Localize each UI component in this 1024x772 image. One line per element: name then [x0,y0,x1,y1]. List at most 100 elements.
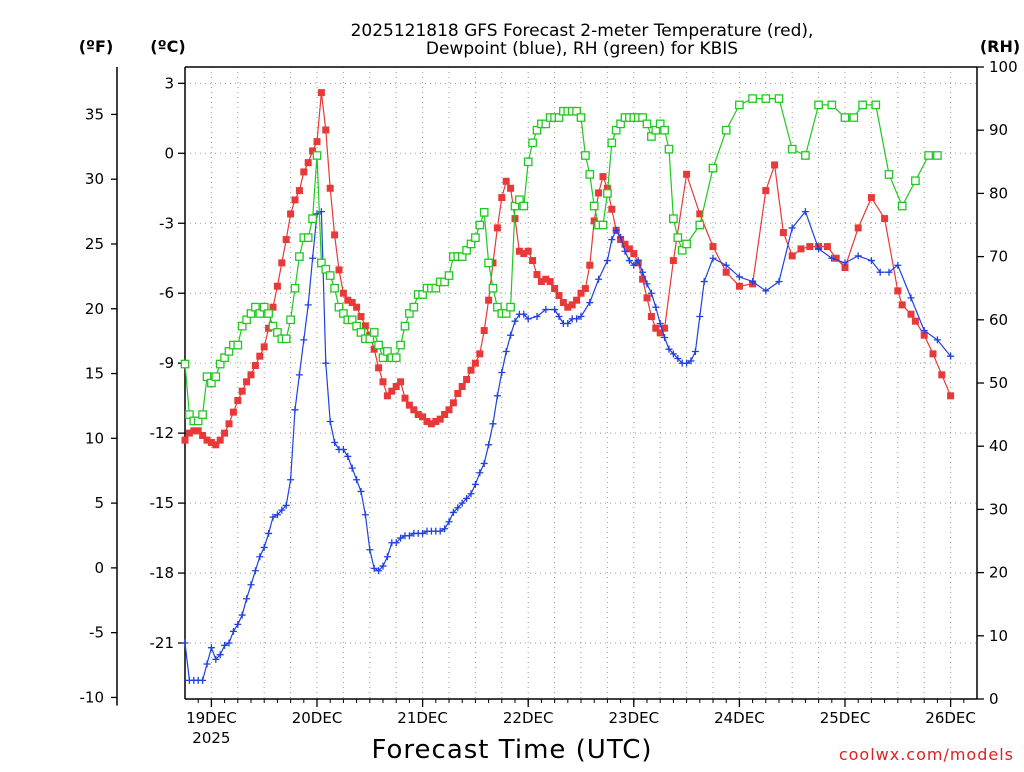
dewpoint-point [216,651,224,659]
dewpoint-point [436,527,444,535]
temperature-point [331,231,339,239]
dewpoint-point [269,513,277,521]
dewpoint-point [476,469,484,477]
rh-point [761,94,771,103]
fahrenheit-tick-label: -5 [89,624,104,642]
temperature-point [533,271,541,279]
temperature-point [520,250,528,258]
fahrenheit-tick-label: 20 [85,300,104,318]
temperature-point [881,215,889,223]
temperature-point [621,240,629,248]
celsius-tick-label: 3 [164,74,174,92]
temperature-point [383,392,391,400]
celsius-tick-label: -3 [159,214,174,232]
rh-point [273,328,282,337]
rh-point [356,328,366,337]
temperature-point [779,229,787,237]
temperature-point [537,278,545,286]
rh-point [369,328,379,337]
dewpoint-point [480,459,488,467]
rh-point [444,271,454,280]
chart-title-line2: Dewpoint (blue), RH (green) for KBIS [426,39,738,59]
temperature-point [599,173,607,181]
dewpoint-point [595,275,603,283]
rh-point [378,353,388,363]
temperature-point [300,168,308,176]
dewpoint-point [309,254,317,262]
rh-point [466,239,476,249]
dewpoint-point [564,320,572,328]
temperature-point [414,410,422,418]
rh-tick-label: 100 [989,58,1018,76]
temperature-point [643,294,651,302]
temperature-point [502,177,510,185]
rh-point [391,353,401,363]
rh-point [655,119,665,129]
rh-tick-label: 30 [989,500,1008,518]
rh-tick-label: 0 [989,690,999,708]
dewpoint-point [229,627,237,635]
dewpoint-point [344,452,352,460]
x-tick-label: 19DEC [186,709,237,727]
rh-point [541,119,551,129]
rh-point [814,100,823,110]
rh-point [242,315,251,325]
temperature-point [207,438,215,446]
temperature-point [630,250,638,258]
rh-point [528,138,537,148]
dewpoint-point [656,320,664,328]
dewpoint-point [617,233,625,241]
x-tick-label: 20DEC [292,709,343,727]
dewpoint-point [687,357,695,365]
dewpoint-point [665,345,673,353]
rh-point [330,283,339,293]
dewpoint-point [674,355,682,363]
temperature-point [370,345,378,353]
dewpoint-point [762,287,770,295]
rh-point [801,151,810,160]
dewpoint-point [419,529,427,537]
rh-point [365,334,375,344]
temperature-point [265,324,273,332]
dewpoint-point [441,525,449,533]
temperature-point [203,436,211,444]
rh-point [347,315,357,325]
temperature-point [947,392,955,400]
celsius-tick-label: -6 [159,284,174,302]
rh-point [735,100,744,110]
rh-point [303,233,313,242]
dewpoint-point [485,441,493,449]
temperature-point [683,170,691,178]
temperature-point [344,296,352,304]
dewpoint-point [238,611,246,619]
rh-point [471,233,480,242]
dewpoint-point [511,317,519,325]
x-tick-label: 24DEC [714,709,765,727]
rh-point [840,113,850,122]
rh-point [515,195,524,205]
temperature-point [238,387,246,395]
rh-point [431,283,441,293]
temperature-point [454,389,462,397]
temperature-point [260,343,268,351]
rh-tick-label: 90 [989,121,1008,139]
dewpoint-point [366,546,374,554]
dewpoint-point [639,268,647,276]
dewpoint-point [608,236,616,244]
dewpoint-point [449,508,457,516]
temperature-point [291,196,299,204]
temperature-point [458,382,466,390]
temperature-point [489,259,497,267]
temperature-point [463,376,471,384]
dewpoint-point [260,543,268,551]
dewpoint-point [643,280,651,288]
temperature-point [647,313,655,321]
dewpoint-point [493,392,501,400]
rh-point [339,309,348,318]
rh-point [787,144,797,154]
dewpoint-point [612,226,620,234]
temperature-point [256,352,264,360]
temperature-point [397,378,405,386]
